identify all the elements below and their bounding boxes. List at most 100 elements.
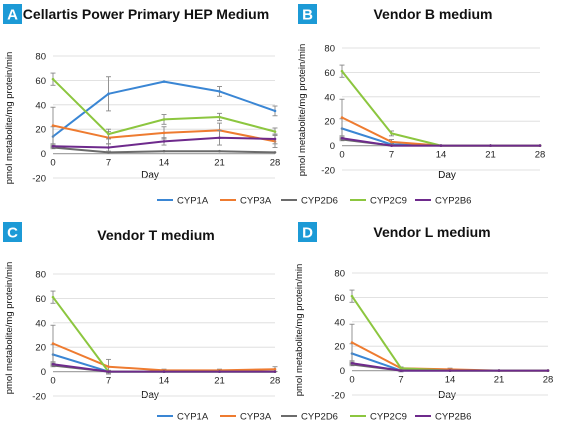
- x-axis-label-c: Day: [141, 390, 159, 401]
- data-point-cyp2b6-b: [390, 144, 393, 147]
- panel-a: A Cellartis Power Primary HEP Medium pmo…: [3, 4, 280, 185]
- y-tick-label-b: 40: [324, 92, 335, 103]
- series-line-cyp3a-d: [351, 341, 548, 372]
- data-point-cyp2b6-c: [51, 362, 55, 366]
- series-line-cyp2c9-d: [351, 295, 548, 372]
- data-point-cyp2d6-a: [273, 151, 277, 154]
- data-point-cyp2b6-d: [399, 369, 403, 372]
- data-point-cyp2b6-b: [340, 136, 344, 140]
- x-tick-label-c: 7: [106, 376, 111, 387]
- data-point-cyp3a-a: [51, 124, 55, 127]
- y-tick-label-b: 0: [330, 141, 335, 152]
- legend-top: CYP1A CYP3A CYP2D6 CYP2C9 CYP2B6: [157, 196, 471, 207]
- x-tick-label-d: 7: [398, 375, 403, 386]
- x-tick-label-b: 0: [339, 150, 344, 161]
- series-line-cyp2c9-a: [52, 78, 276, 136]
- x-tick-label-b: 14: [436, 150, 447, 161]
- x-tick-label-d: 28: [543, 375, 554, 386]
- y-tick-label-a: 0: [41, 149, 46, 160]
- legend-label-cyp2b6: CYP2B6: [435, 196, 471, 207]
- data-point-cyp2b6-d: [497, 369, 501, 372]
- data-point-cyp2c9-a: [51, 77, 55, 81]
- data-point-cyp2b6-c: [107, 370, 110, 373]
- data-point-cyp1a-a: [162, 80, 166, 83]
- data-point-cyp2b6-b: [439, 144, 443, 147]
- y-tick-label-c: 60: [35, 294, 46, 305]
- y-axis-label-a: pmol metabolite/mg protein/min: [4, 52, 15, 185]
- y-tick-label-b: 20: [324, 117, 335, 128]
- series-line-cyp2c9-b: [341, 70, 540, 147]
- x-axis-label-d: Day: [438, 390, 456, 401]
- x-tick-label-c: 21: [214, 376, 225, 387]
- y-tick-label-a: 20: [35, 125, 46, 136]
- data-point-cyp1a-a: [107, 92, 110, 96]
- y-tick-label-a: 40: [35, 100, 46, 111]
- plot-area-b: -20 0 20 40 60 80 0 7 14 21 28: [321, 44, 545, 177]
- data-point-cyp3a-c: [107, 365, 110, 369]
- data-point-cyp2c9-b: [340, 69, 344, 73]
- data-point-cyp2b6-b: [489, 144, 492, 147]
- legend-label-cyp1a: CYP1A: [177, 412, 209, 423]
- data-point-cyp2c9-d: [350, 294, 354, 298]
- data-point-cyp3a-d: [350, 341, 354, 344]
- y-axis-label-d: pmol metabolite/mg protein/min: [294, 264, 305, 397]
- x-tick-label-d: 21: [494, 375, 505, 386]
- data-point-cyp2b6-d: [350, 361, 354, 365]
- x-tick-label-a: 14: [159, 158, 170, 169]
- data-point-cyp3a-c: [51, 342, 55, 345]
- x-tick-label-b: 7: [389, 150, 394, 161]
- data-point-cyp2d6-a: [162, 149, 166, 153]
- x-tick-label-a: 28: [270, 158, 281, 169]
- x-tick-label-b: 21: [485, 150, 496, 161]
- panel-badge-d: [298, 222, 317, 242]
- panel-label-c: C: [7, 225, 18, 242]
- x-tick-label-a: 0: [50, 158, 55, 169]
- y-tick-label-d: 20: [334, 342, 345, 353]
- y-axis-label-b: pmol metabolite/mg protein/min: [297, 44, 308, 177]
- plot-area-a: -20 0 20 40 60 80 0 7 14 21 28: [32, 52, 280, 185]
- legend-label-cyp2c9: CYP2C9: [370, 196, 407, 207]
- data-point-cyp2b6-d: [546, 369, 550, 372]
- panel-badge-c: [3, 222, 22, 242]
- y-tick-label-d: 80: [334, 269, 345, 280]
- plot-area-d: -20 0 20 40 60 80 0 7 14 21 28: [331, 269, 553, 402]
- x-tick-label-c: 0: [50, 376, 55, 387]
- x-tick-label-d: 14: [445, 375, 456, 386]
- y-tick-label-d: 60: [334, 293, 345, 304]
- chart-title-c: Vendor T medium: [97, 227, 214, 243]
- legend-label-cyp1a: CYP1A: [177, 196, 209, 207]
- data-point-cyp2b6-d: [448, 369, 452, 372]
- y-tick-label-a: -20: [32, 174, 46, 185]
- plot-area-c: -20 0 20 40 60 80 0 7 14 21 28: [32, 270, 280, 403]
- data-point-cyp1a-a: [273, 109, 277, 113]
- data-point-cyp2c9-a: [162, 118, 166, 121]
- y-tick-label-d: 0: [340, 366, 345, 377]
- data-point-cyp2b6-a: [51, 144, 55, 148]
- data-point-cyp2b6-a: [162, 140, 166, 143]
- data-point-cyp2b6-c: [273, 370, 277, 373]
- data-point-cyp2b6-c: [218, 370, 221, 373]
- panel-badge-b: [298, 4, 317, 24]
- y-tick-label-c: -20: [32, 392, 46, 403]
- data-point-cyp2c9-a: [107, 132, 110, 136]
- data-point-cyp2b6-a: [107, 146, 110, 149]
- data-point-cyp3a-b: [390, 140, 393, 144]
- legend-bottom: CYP1A CYP3A CYP2D6 CYP2C9 CYP2B6: [157, 412, 471, 423]
- y-tick-label-a: 80: [35, 52, 46, 63]
- data-point-cyp2b6-c: [162, 370, 166, 373]
- legend-label-cyp2c9: CYP2C9: [370, 412, 407, 423]
- panel-c: C Vendor T medium pmol metabolite/mg pro…: [3, 222, 280, 403]
- data-point-cyp2c9-c: [51, 295, 55, 299]
- x-tick-label-a: 7: [106, 158, 111, 169]
- panel-d: D Vendor L medium pmol metabolite/mg pro…: [294, 222, 553, 402]
- data-point-cyp2d6-a: [218, 149, 221, 153]
- data-point-cyp2b6-b: [538, 144, 542, 147]
- data-point-cyp2b6-a: [273, 137, 277, 141]
- data-point-cyp2c9-b: [390, 132, 393, 135]
- y-tick-label-d: 40: [334, 317, 345, 328]
- panel-label-a: A: [7, 7, 18, 24]
- legend-label-cyp3a: CYP3A: [240, 196, 272, 207]
- legend-label-cyp2d6: CYP2D6: [301, 412, 338, 423]
- data-point-cyp3a-a: [162, 131, 166, 135]
